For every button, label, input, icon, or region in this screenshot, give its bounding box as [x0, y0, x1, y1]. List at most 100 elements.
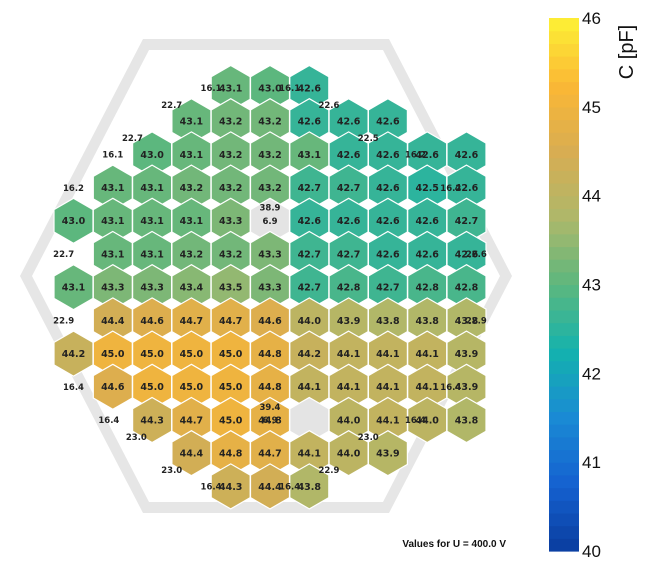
edge-label: 38.9: [260, 204, 281, 214]
hex-cells: 43.1 43.0 42.6 43.1 43.2 43.2 42.6 42.6 42.6 43.0…: [53, 64, 487, 510]
edge-label: 22.9: [466, 317, 487, 327]
hex-cell-label: 44.8: [258, 382, 282, 393]
hex-cell-label: 43.1: [298, 150, 321, 161]
hex-cell-label: 43.3: [101, 283, 124, 294]
colorbar-segment: [549, 271, 579, 286]
colorbar-segment: [549, 43, 579, 57]
hex-cell-label: 45.0: [140, 349, 164, 360]
edge-label: 16.2: [405, 151, 426, 161]
hex-cell-label: 44.2: [62, 349, 85, 360]
hex-cell-label: 44.1: [337, 382, 360, 393]
hex-cell-label: 42.8: [455, 283, 479, 294]
edge-label: 22.6: [466, 250, 487, 260]
hex-cell-label: 43.2: [219, 249, 242, 260]
colorbar-segment: [549, 474, 579, 489]
hex-cell-label: 42.6: [455, 150, 479, 161]
hex-cell-label: 42.7: [298, 183, 321, 194]
colorbar-segment: [549, 347, 579, 362]
colorbar-segment: [549, 94, 579, 108]
colorbar-segment: [549, 30, 579, 44]
hex-cell-label: 44.6: [140, 316, 164, 327]
hex-cell-label: 44.1: [415, 382, 438, 393]
edge-label: 22.6: [318, 101, 339, 111]
colorbar-title: C [pF]: [616, 25, 638, 79]
footnote: Values for U = 400.0 V: [402, 539, 506, 550]
hex-cell-label: 42.7: [298, 249, 321, 260]
colorbar: 40 41 42 43 44 45 46 C [pF]: [549, 9, 638, 561]
hex-cell-label: 43.2: [219, 150, 242, 161]
hex-cell-label: 44.0: [415, 415, 439, 426]
hex-cell-label: 43.0: [140, 150, 164, 161]
colorbar-segment: [549, 81, 579, 95]
edge-label: 22.9: [53, 317, 74, 327]
hex-cell-label: 44.7: [258, 449, 281, 460]
hex-cell-label: 43.0: [258, 83, 282, 94]
colorbar-segment: [549, 411, 579, 425]
colorbar-tick-label: 42: [582, 364, 601, 383]
colorbar-segment: [549, 56, 579, 70]
hex-cell-label: 42.8: [415, 283, 439, 294]
hex-cell-label: 42.7: [337, 249, 360, 260]
hex-cell-label: 44.6: [101, 382, 125, 393]
colorbar-segment: [549, 512, 579, 527]
edge-label: 16.4: [63, 383, 84, 393]
colorbar-segment: [549, 436, 579, 451]
hex-cell-label: 42.6: [376, 249, 400, 260]
hex-cell-label: 44.4: [180, 449, 204, 460]
hex-cell-label: 43.3: [219, 216, 242, 227]
hex-cell-label: 44.8: [258, 415, 282, 426]
hex-cell-label: 45.0: [180, 382, 204, 393]
hex-cell-label: 45.0: [219, 415, 243, 426]
colorbar-segment: [549, 182, 579, 197]
hex-cell-label: 43.9: [337, 316, 360, 327]
edge-label: 16.4: [440, 383, 461, 393]
hex-cell-label: 44.1: [298, 449, 321, 460]
hex-cell-label: 43.0: [62, 216, 86, 227]
hex-cell-label: 42.6: [337, 216, 361, 227]
hex-cell-label: 43.1: [180, 216, 203, 227]
colorbar-segment: [549, 297, 579, 311]
hex-cell-label: 43.8: [415, 316, 439, 327]
hex-cell-label: 45.0: [219, 382, 243, 393]
edge-label: 22.9: [318, 466, 339, 476]
hex-cell-label: 45.0: [219, 349, 243, 360]
edge-label: 6.9: [262, 416, 277, 426]
hex-cell-label: 42.6: [298, 83, 322, 94]
hex-cell-label: 44.1: [298, 382, 321, 393]
colorbar-segment: [549, 424, 579, 438]
hex-cell-label: 43.2: [258, 150, 281, 161]
edge-labels: 16.1 16.1 22.7 22.6 22.7 22.5 16.1 16.2 16.2 16.2…: [53, 84, 487, 492]
hex-cell-label: 43.1: [180, 150, 203, 161]
edge-label: 16.2: [440, 184, 461, 194]
hex-cell-label: 42.6: [337, 150, 361, 161]
hex-cell: [446, 396, 487, 444]
hex-cell-label: 43.2: [219, 183, 242, 194]
hex-cell-label: 43.5: [219, 283, 242, 294]
edge-label: 16.1: [201, 84, 222, 94]
hex-cell-label: 44.1: [376, 415, 399, 426]
hex-cell-label: 42.6: [415, 216, 439, 227]
colorbar-segment: [549, 144, 579, 159]
colorbar-segment: [549, 322, 579, 336]
hex-cell-label: 43.9: [455, 349, 478, 360]
hex-cell-label: 42.6: [455, 183, 479, 194]
colorbar-segment: [549, 170, 579, 184]
hex-cell-label: 42.6: [455, 249, 479, 260]
edge-label: 22.7: [161, 101, 182, 111]
hex-cell-label: 42.6: [376, 183, 400, 194]
colorbar-segment: [549, 500, 579, 514]
hex-cell-label: 44.0: [337, 449, 361, 460]
hex-cell-label: 42.6: [376, 117, 400, 128]
hex-cell-label: 44.2: [298, 349, 321, 360]
hex-cell-label: 43.1: [101, 249, 124, 260]
edge-label: 23.0: [126, 433, 147, 443]
colorbar-segment: [549, 386, 579, 400]
colorbar-segment: [549, 284, 579, 298]
hex-cell-label: 43.1: [140, 249, 163, 260]
colorbar-tick-label: 41: [582, 453, 601, 472]
edge-label: 16.4: [279, 483, 300, 493]
colorbar-tick-label: 46: [582, 9, 601, 28]
hex-cell-label: 44.3: [140, 415, 163, 426]
hex-cell-label: 43.9: [376, 449, 399, 460]
